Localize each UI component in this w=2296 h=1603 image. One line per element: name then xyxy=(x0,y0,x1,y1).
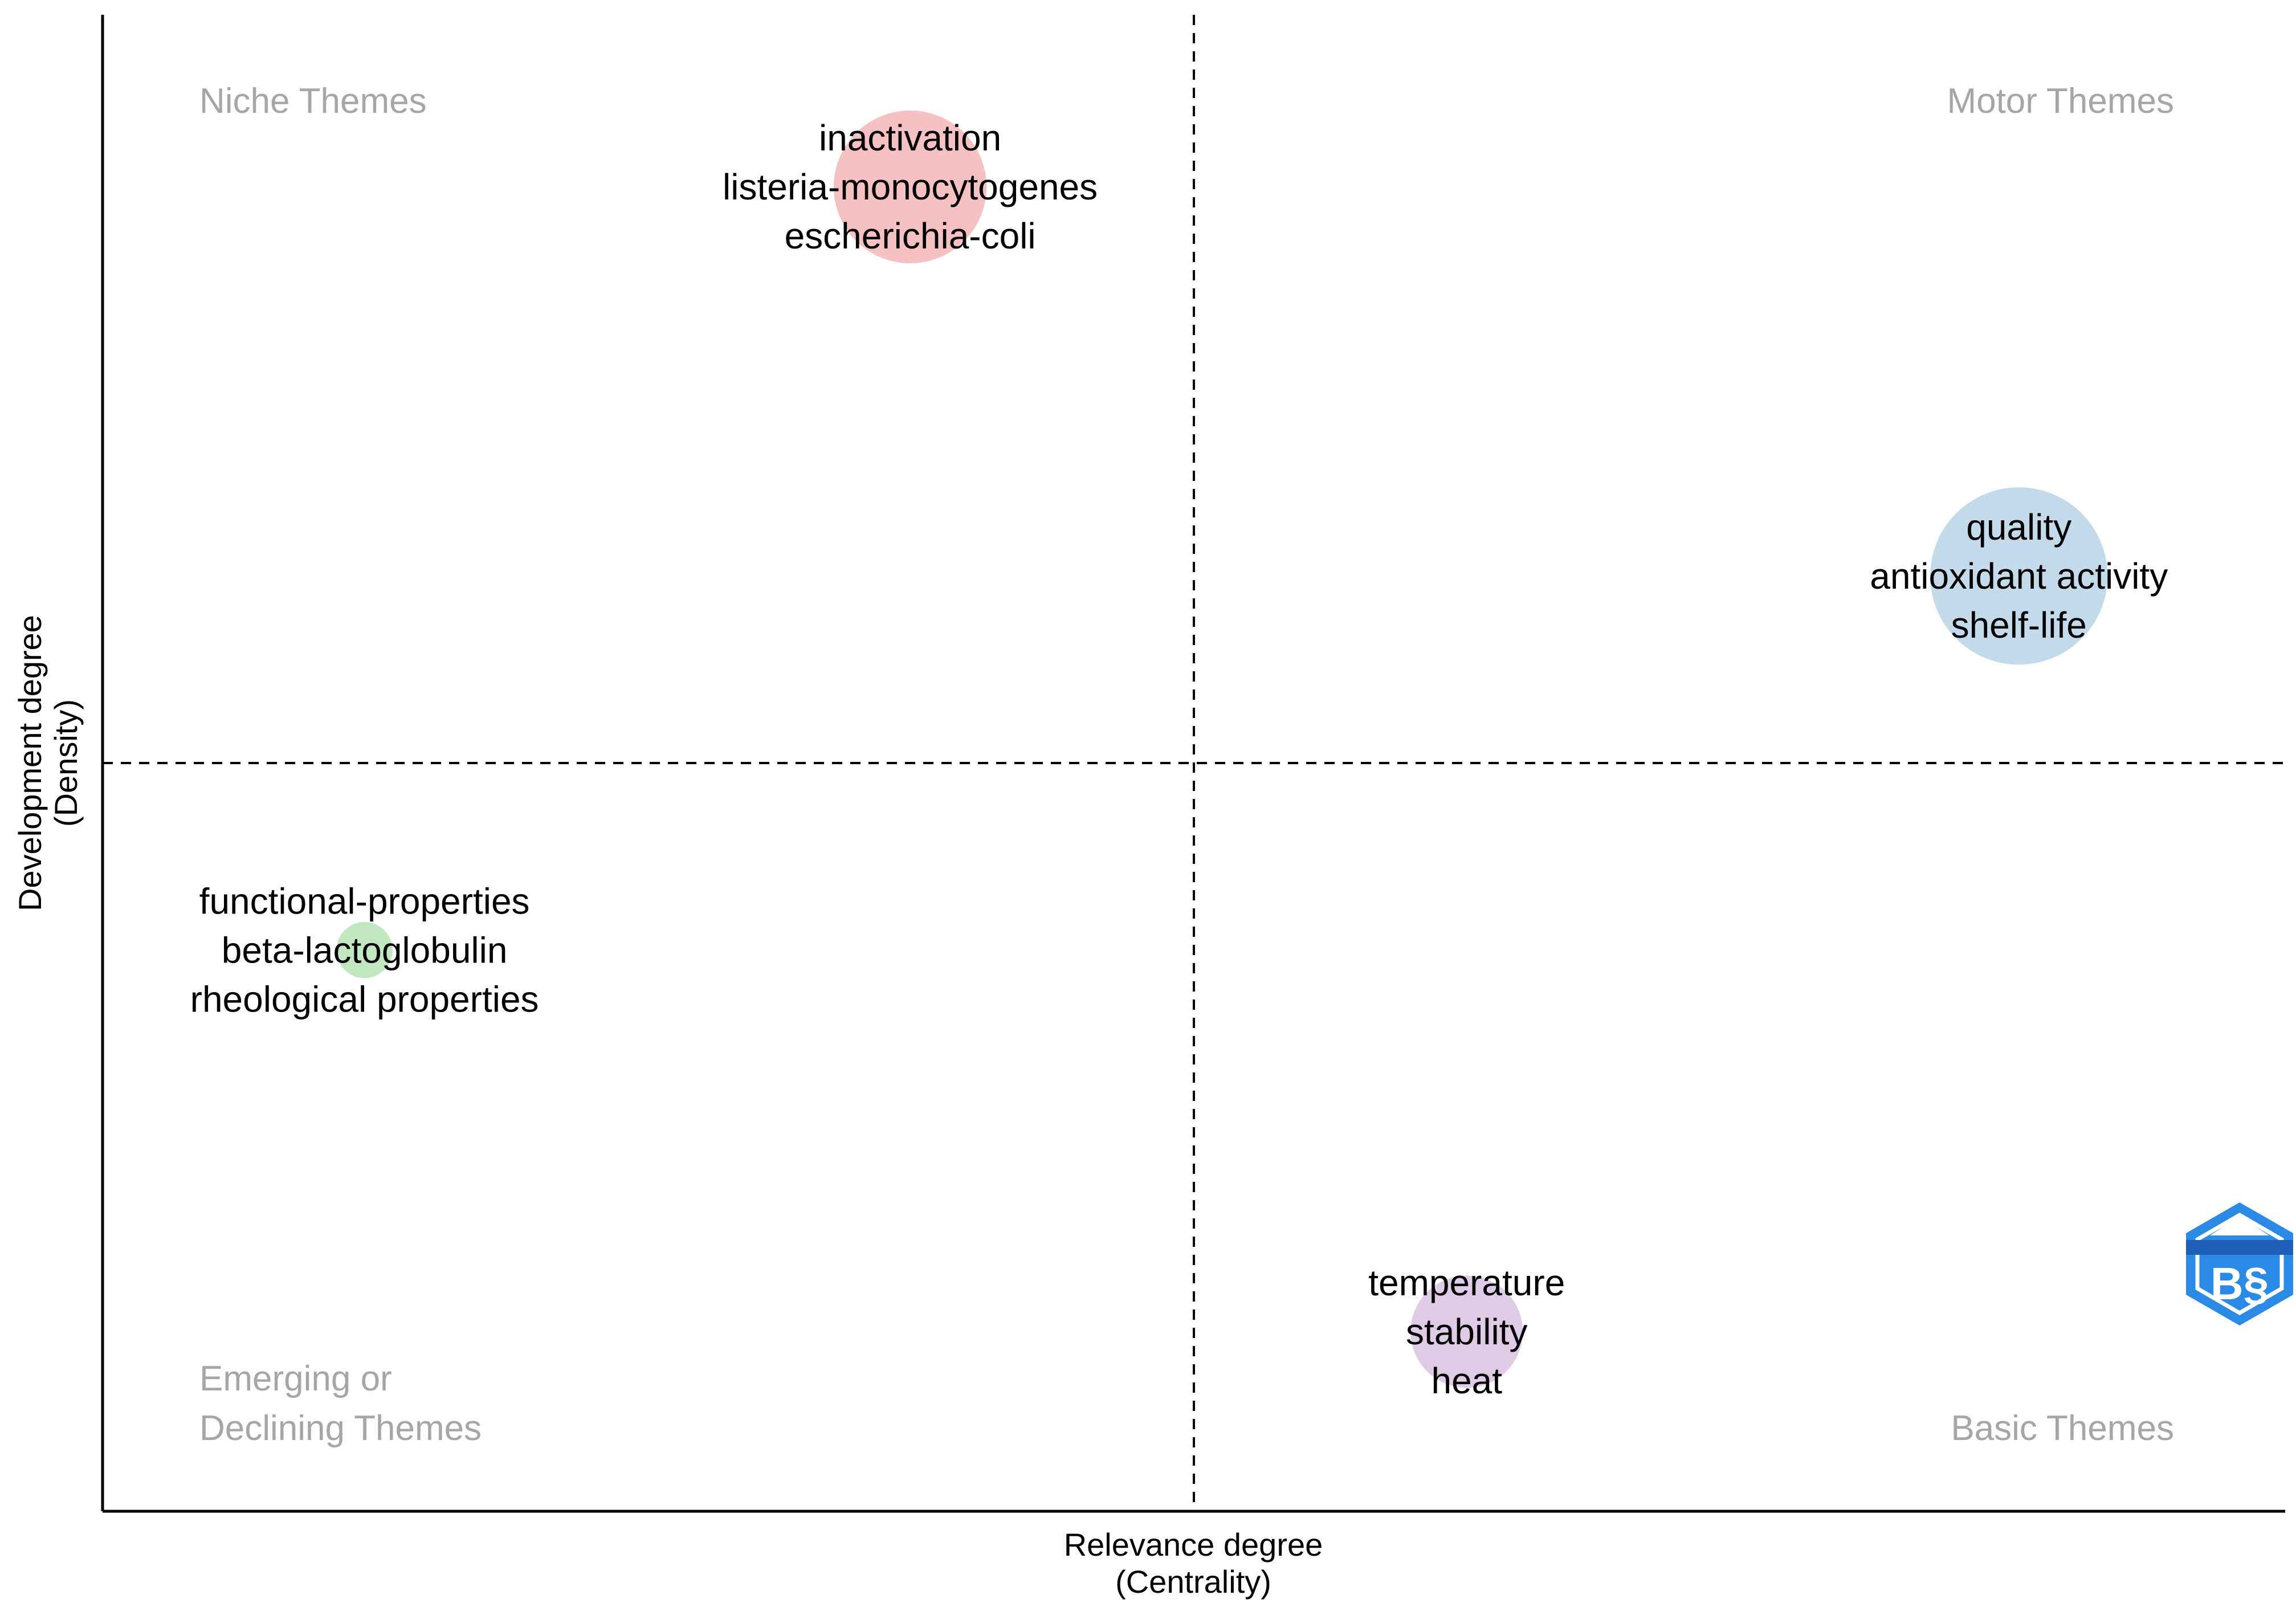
logo-roof xyxy=(2210,1216,2269,1235)
cluster-inactivation-label-0: inactivation xyxy=(819,117,1001,158)
cluster-inactivation-label-2: escherichia-coli xyxy=(785,215,1036,256)
bibliometrix-logo: В§ xyxy=(2186,1202,2293,1325)
x-axis-title: Relevance degree (Centrality) xyxy=(1064,1527,1323,1600)
cluster-quality-label-2: shelf-life xyxy=(1951,605,2087,646)
quadrant-label-emerging-line2: Declining Themes xyxy=(199,1409,482,1448)
cluster-functional-properties-label-2: rheological properties xyxy=(190,978,539,1019)
quadrant-labels: Niche Themes Motor Themes Emerging or De… xyxy=(199,81,2174,1448)
cluster-temperature-label-1: stability xyxy=(1406,1311,1527,1352)
cluster-functional-properties-label-0: functional-properties xyxy=(199,880,530,921)
y-axis-sublabel: (Density) xyxy=(48,699,84,827)
cluster-quality-label-1: antioxidant activity xyxy=(1870,556,2168,597)
cluster-inactivation-bubble xyxy=(833,110,987,264)
y-axis-title: Development degree (Density) xyxy=(12,615,84,911)
logo-glyph: В§ xyxy=(2211,1258,2269,1309)
x-axis-sublabel: (Centrality) xyxy=(1115,1564,1271,1600)
logo-hexagon-inner xyxy=(2195,1212,2284,1316)
quadrant-label-motor: Motor Themes xyxy=(1947,81,2174,121)
cluster-temperature-label-0: temperature xyxy=(1368,1262,1565,1303)
quadrant-label-emerging-line1: Emerging or xyxy=(199,1359,392,1398)
quadrant-label-basic: Basic Themes xyxy=(1951,1409,2174,1448)
cluster-bubbles xyxy=(336,110,2108,1388)
cluster-inactivation-label-1: listeria-monocytogenes xyxy=(723,166,1098,207)
logo-banner xyxy=(2186,1240,2293,1255)
quadrant-label-niche: Niche Themes xyxy=(199,81,427,121)
cluster-temperature-label-2: heat xyxy=(1431,1360,1502,1401)
cluster-temperature-bubble xyxy=(1410,1275,1523,1388)
cluster-functional-properties-label-1: beta-lactoglobulin xyxy=(222,929,508,970)
y-axis-label: Development degree xyxy=(12,615,48,911)
cluster-labels: inactivation listeria-monocytogenes escher… xyxy=(190,117,2168,1401)
cluster-functional-properties-bubble xyxy=(336,922,393,978)
cluster-quality-bubble xyxy=(1930,487,2108,665)
x-axis-label: Relevance degree xyxy=(1064,1527,1323,1563)
logo-hexagon-outer xyxy=(2186,1202,2293,1325)
cluster-quality-label-0: quality xyxy=(1966,507,2071,548)
